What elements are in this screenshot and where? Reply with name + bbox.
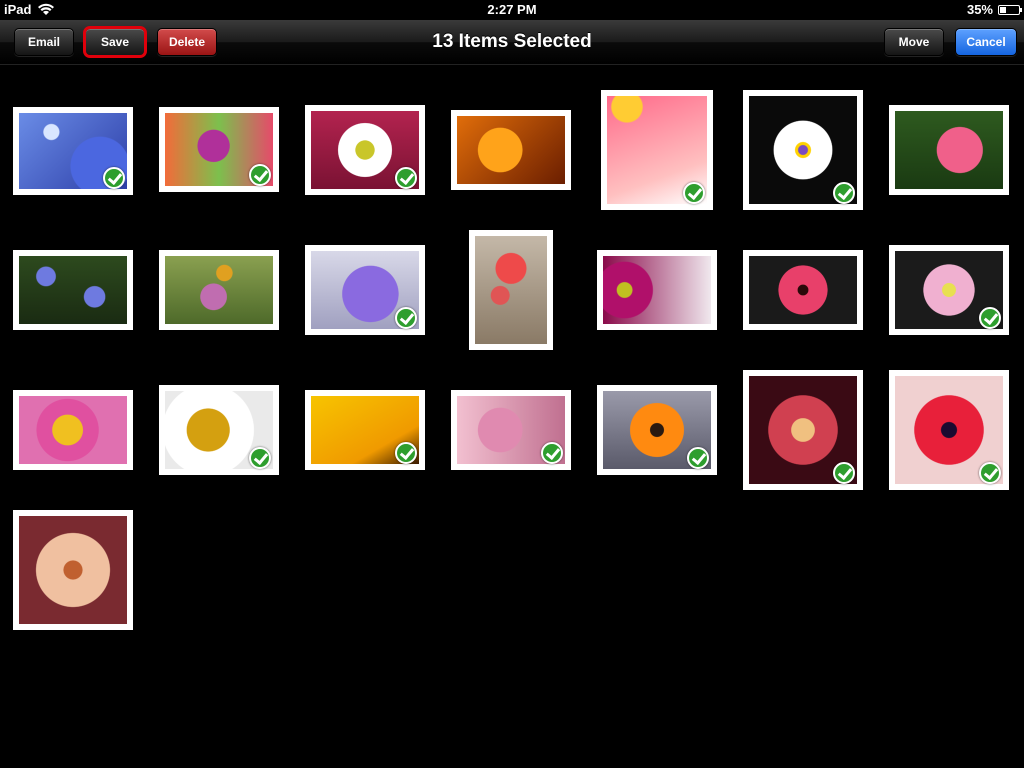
checkmark-icon — [541, 442, 563, 464]
save-button[interactable]: Save — [83, 26, 147, 58]
photo-image — [165, 391, 273, 469]
photo-image — [19, 396, 127, 464]
checkmark-icon — [249, 447, 271, 469]
photo-image — [19, 516, 127, 624]
photo-thumbnail[interactable] — [305, 390, 425, 470]
checkmark-icon — [683, 182, 705, 204]
photo-thumbnail[interactable] — [13, 107, 133, 195]
photo-thumbnail[interactable] — [889, 245, 1009, 335]
photo-image — [19, 256, 127, 324]
photo-thumbnail[interactable] — [159, 107, 279, 192]
move-button[interactable]: Move — [884, 28, 944, 56]
photo-thumbnail[interactable] — [597, 250, 717, 330]
photo-thumbnail[interactable] — [13, 510, 133, 630]
checkmark-icon — [103, 167, 125, 189]
photo-thumbnail[interactable] — [469, 230, 553, 350]
photo-image — [603, 256, 711, 324]
delete-button[interactable]: Delete — [157, 28, 217, 56]
status-left: iPad — [4, 2, 55, 17]
status-time: 2:27 PM — [487, 2, 537, 17]
battery-percent: 35% — [966, 2, 993, 17]
photo-thumbnail[interactable] — [13, 250, 133, 330]
checkmark-icon — [395, 442, 417, 464]
cancel-button[interactable]: Cancel — [955, 28, 1017, 56]
battery-fill — [1000, 6, 1007, 13]
wifi-icon — [38, 3, 55, 15]
checkmark-icon — [395, 307, 417, 329]
photo-thumbnail[interactable] — [743, 370, 863, 490]
photo-thumbnail[interactable] — [451, 110, 571, 190]
checkmark-icon — [249, 164, 271, 186]
photo-thumbnail[interactable] — [601, 90, 713, 210]
email-button[interactable]: Email — [14, 28, 74, 56]
photo-image — [457, 116, 565, 184]
battery-icon — [998, 4, 1022, 15]
photo-thumbnail[interactable] — [305, 245, 425, 335]
checkmark-icon — [833, 182, 855, 204]
status-bar: iPad 2:27 PM 35% — [0, 0, 1024, 20]
photo-thumbnail[interactable] — [159, 385, 279, 475]
photo-thumbnail[interactable] — [305, 105, 425, 195]
photo-image — [749, 256, 857, 324]
checkmark-icon — [979, 462, 1001, 484]
photo-image — [165, 256, 273, 324]
photo-image — [475, 236, 547, 344]
photo-thumbnail[interactable] — [13, 390, 133, 470]
checkmark-icon — [687, 447, 709, 469]
photo-thumbnail[interactable] — [743, 250, 863, 330]
page-title: 13 Items Selected — [432, 31, 592, 52]
photo-image — [895, 111, 1003, 189]
photo-thumbnail[interactable] — [889, 105, 1009, 195]
checkmark-icon — [395, 167, 417, 189]
photo-thumbnail[interactable] — [597, 385, 717, 475]
photo-thumbnail[interactable] — [451, 390, 571, 470]
checkmark-icon — [833, 462, 855, 484]
photo-thumbnail[interactable] — [159, 250, 279, 330]
device-label: iPad — [4, 2, 32, 17]
status-right: 35% — [966, 2, 1022, 17]
photo-thumbnail[interactable] — [743, 90, 863, 210]
photo-thumbnail[interactable] — [889, 370, 1009, 490]
checkmark-icon — [979, 307, 1001, 329]
toolbar: Email Save Delete 13 Items Selected Move… — [0, 20, 1024, 65]
